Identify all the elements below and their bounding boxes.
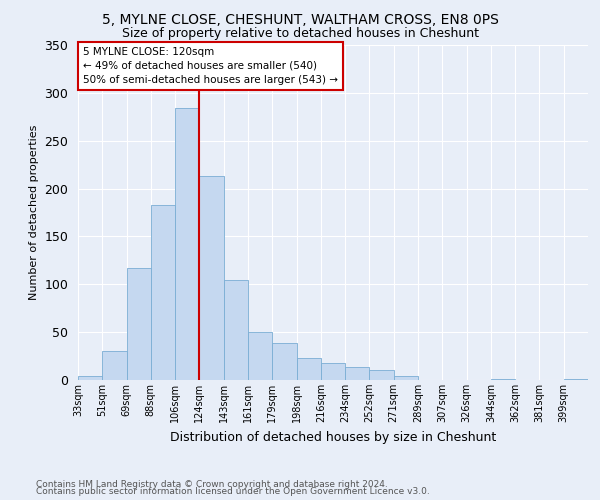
Text: 5 MYLNE CLOSE: 120sqm
← 49% of detached houses are smaller (540)
50% of semi-det: 5 MYLNE CLOSE: 120sqm ← 49% of detached … — [83, 47, 338, 85]
Text: Size of property relative to detached houses in Cheshunt: Size of property relative to detached ho… — [121, 28, 479, 40]
Text: Contains HM Land Registry data © Crown copyright and database right 2024.: Contains HM Land Registry data © Crown c… — [36, 480, 388, 489]
Bar — [345, 366, 370, 380]
Y-axis label: Number of detached properties: Number of detached properties — [29, 125, 39, 300]
Bar — [394, 376, 418, 380]
Bar — [321, 363, 345, 380]
Bar — [491, 379, 515, 380]
Bar — [151, 205, 175, 380]
Bar — [564, 379, 588, 380]
Text: Contains public sector information licensed under the Open Government Licence v3: Contains public sector information licen… — [36, 488, 430, 496]
Bar — [127, 268, 151, 380]
Bar — [370, 370, 394, 380]
Text: 5, MYLNE CLOSE, CHESHUNT, WALTHAM CROSS, EN8 0PS: 5, MYLNE CLOSE, CHESHUNT, WALTHAM CROSS,… — [101, 12, 499, 26]
Bar — [78, 376, 102, 380]
Bar — [296, 358, 321, 380]
Bar — [272, 342, 296, 380]
X-axis label: Distribution of detached houses by size in Cheshunt: Distribution of detached houses by size … — [170, 430, 496, 444]
Bar — [199, 176, 224, 380]
Bar — [224, 280, 248, 380]
Bar — [175, 108, 199, 380]
Bar — [248, 332, 272, 380]
Bar — [102, 352, 127, 380]
